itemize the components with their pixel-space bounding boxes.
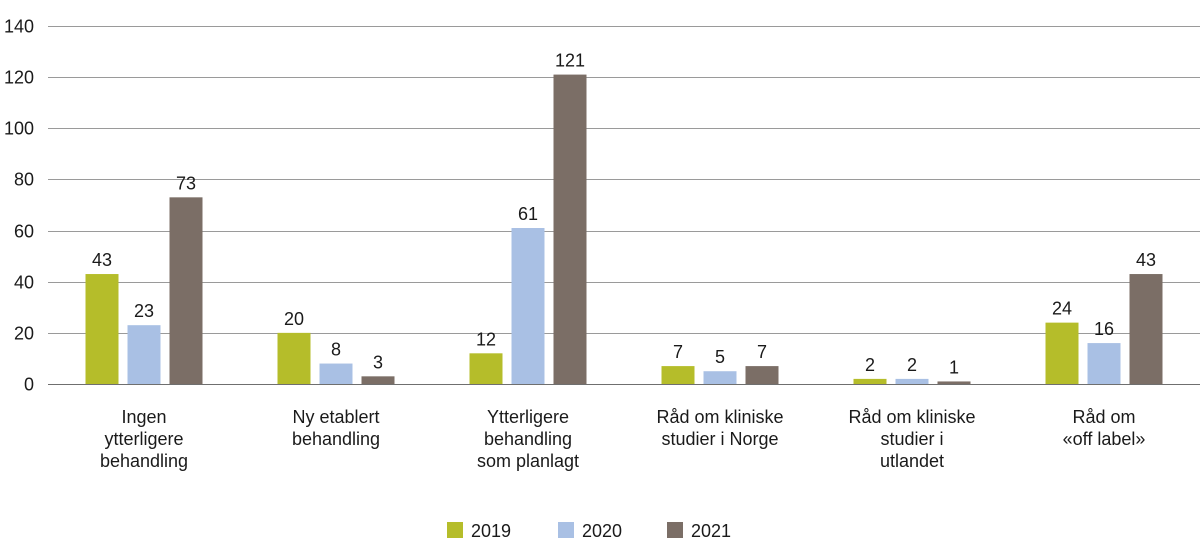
category-label-line: Råd om kliniske	[848, 407, 975, 427]
legend-label-2019: 2019	[471, 521, 511, 541]
legend-swatch-2020	[558, 522, 574, 538]
bar-2021	[169, 197, 203, 384]
bars	[85, 74, 1163, 384]
bar-2019	[469, 353, 503, 384]
category-label-line: Råd om kliniske	[656, 407, 783, 427]
bar-2021	[361, 376, 395, 384]
y-tick-label: 20	[14, 324, 34, 344]
bar-2020	[511, 228, 545, 384]
y-tick-label: 40	[14, 273, 34, 293]
bar-2019	[853, 378, 887, 384]
bar-2019	[277, 332, 311, 384]
category-label-line: som planlagt	[477, 451, 579, 471]
legend-label-2020: 2020	[582, 521, 622, 541]
category-label: Råd om «off label»	[1063, 407, 1146, 449]
category-label-line: behandling	[100, 451, 188, 471]
y-tick-label: 80	[14, 170, 34, 190]
legend-swatch-2019	[447, 522, 463, 538]
data-label: 121	[555, 51, 585, 71]
bar-2020	[319, 363, 353, 384]
data-label: 1	[949, 357, 959, 377]
data-label: 2	[865, 355, 875, 375]
bar-2021	[745, 366, 779, 384]
data-label: 23	[134, 301, 154, 321]
legend-swatch-2021	[667, 522, 683, 538]
data-label: 2	[907, 355, 917, 375]
legend: 2019 2020 2021	[447, 521, 731, 541]
category-label: Råd om kliniske studier i utlandet	[848, 407, 975, 471]
bar-2020	[1087, 343, 1121, 384]
category-label: Ytterligere behandling som planlagt	[477, 407, 579, 471]
data-label: 24	[1052, 299, 1072, 319]
category-label-line: Ingen	[121, 407, 166, 427]
category-label-line: studier i Norge	[661, 429, 778, 449]
bar-2021	[553, 74, 587, 384]
y-tick-label: 60	[14, 222, 34, 242]
y-tick-label: 100	[4, 119, 34, 139]
data-label: 43	[1136, 250, 1156, 270]
data-label: 7	[757, 342, 767, 362]
y-tick-label: 120	[4, 68, 34, 88]
bar-2019	[85, 274, 119, 384]
category-label-line: behandling	[292, 429, 380, 449]
y-axis-ticks: 0 20 40 60 80 100 120 140	[4, 17, 34, 395]
bar-2020	[895, 378, 929, 384]
data-label: 12	[476, 329, 496, 349]
y-tick-label: 0	[24, 375, 34, 395]
data-label: 8	[331, 340, 341, 360]
data-label: 5	[715, 347, 725, 367]
data-label: 73	[176, 173, 196, 193]
bar-2021	[937, 381, 971, 384]
bar-2019	[1045, 322, 1079, 384]
bar-2020	[703, 371, 737, 384]
legend-label-2021: 2021	[691, 521, 731, 541]
data-labels: 43 23 73 20 8 3 12 61 121 7 5 7 2 2 1 24 16 43	[92, 51, 1156, 378]
category-label-line: Råd om	[1072, 407, 1135, 427]
category-label-line: utlandet	[880, 451, 944, 471]
bar-2019	[661, 366, 695, 384]
category-label-line: behandling	[484, 429, 572, 449]
gridlines	[48, 26, 1200, 385]
bar-2020	[127, 325, 161, 384]
category-label-line: Ytterligere	[487, 407, 569, 427]
category-label-line: «off label»	[1063, 429, 1146, 449]
data-label: 61	[518, 204, 538, 224]
category-label-line: ytterligere	[104, 429, 183, 449]
data-label: 7	[673, 342, 683, 362]
category-label: Ingen ytterligere behandling	[100, 407, 188, 471]
data-label: 20	[284, 309, 304, 329]
y-tick-label: 140	[4, 17, 34, 37]
data-label: 16	[1094, 319, 1114, 339]
data-label: 43	[92, 250, 112, 270]
bar-2021	[1129, 274, 1163, 384]
data-label: 3	[373, 352, 383, 372]
category-label: Råd om kliniske studier i Norge	[656, 407, 783, 449]
category-label-line: studier i	[880, 429, 943, 449]
category-label-line: Ny etablert	[292, 407, 379, 427]
category-label: Ny etablert behandling	[292, 407, 380, 449]
